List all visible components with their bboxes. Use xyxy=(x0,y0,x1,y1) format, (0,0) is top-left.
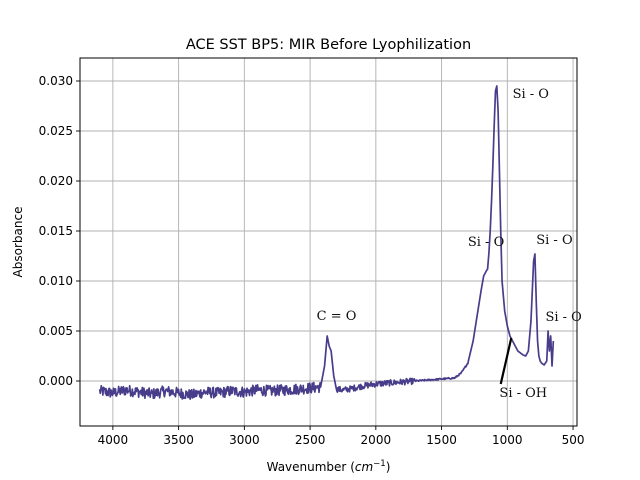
annotation-label: Si - O xyxy=(513,87,549,102)
x-tick-label: 3500 xyxy=(163,433,194,447)
y-tick-label: 0.000 xyxy=(39,374,73,388)
x-axis-unit: cm xyxy=(355,460,373,474)
y-tick-label: 0.020 xyxy=(39,174,73,188)
chart-title: ACE SST BP5: MIR Before Lyophilization xyxy=(186,37,471,53)
y-axis: 0.000 0.005 0.010 0.015 0.020 0.025 0.030 xyxy=(39,74,80,388)
x-axis: 4000 3500 3000 2500 2000 1500 1000 500 xyxy=(98,426,585,447)
annotation-label: Si - O xyxy=(536,233,572,248)
x-axis-label-text: Wavenumber xyxy=(267,460,347,474)
annotation-label: C = O xyxy=(317,309,357,324)
y-tick-label: 0.015 xyxy=(39,224,73,238)
x-tick-label: 1500 xyxy=(426,433,457,447)
x-tick-label: 3000 xyxy=(229,433,260,447)
annotations: Si - O Si - O Si - O C = O Si - O Si - OH xyxy=(317,87,582,401)
y-tick-label: 0.030 xyxy=(39,74,73,88)
y-tick-label: 0.025 xyxy=(39,124,73,138)
x-tick-label: 500 xyxy=(562,433,585,447)
y-tick-label: 0.010 xyxy=(39,274,73,288)
y-axis-label: Absorbance xyxy=(11,207,25,278)
x-axis-unit-exponent: −1 xyxy=(373,459,386,469)
spectrum-line xyxy=(98,85,555,401)
annotation-label: Si - O xyxy=(545,310,581,325)
annotation-label: Si - O xyxy=(468,235,504,250)
x-tick-label: 4000 xyxy=(98,433,129,447)
annotation-label: Si - OH xyxy=(499,386,547,401)
x-tick-label: 1000 xyxy=(492,433,523,447)
x-tick-label: 2000 xyxy=(361,433,392,447)
x-axis-label: Wavenumber (cm−1) xyxy=(267,459,391,474)
annotation-arrow xyxy=(499,337,513,385)
axes-frame xyxy=(79,57,578,427)
plot-area xyxy=(98,85,555,401)
grid xyxy=(80,58,577,426)
y-tick-label: 0.005 xyxy=(39,324,73,338)
x-tick-label: 2500 xyxy=(295,433,326,447)
